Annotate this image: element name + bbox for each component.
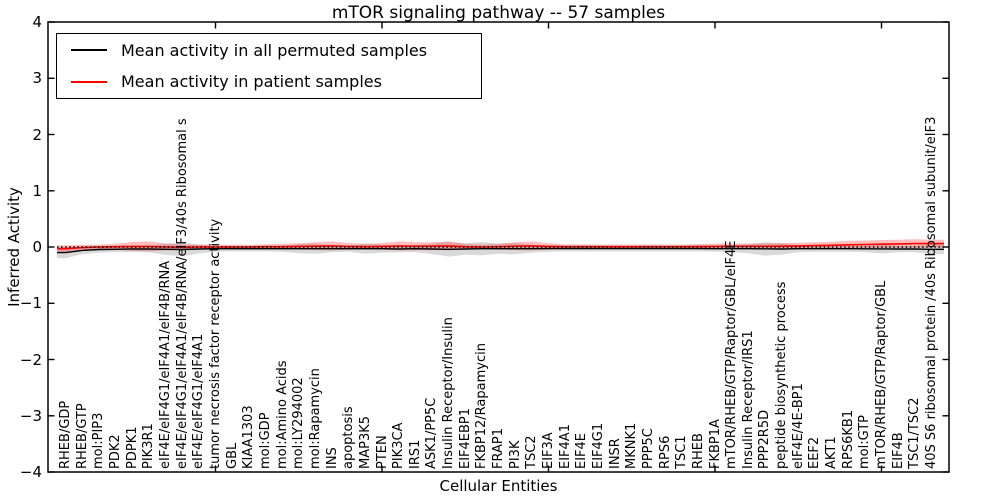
x-tick-label: EIF4E — [574, 432, 590, 469]
legend-item: Mean activity in patient samples — [57, 67, 481, 97]
patient-line-swatch — [71, 80, 107, 83]
x-tick-label: INSR — [607, 438, 623, 469]
patient-mean-line — [57, 242, 944, 250]
x-tick-label: EIF3A — [541, 432, 556, 469]
x-tick-label: TSC1 — [674, 435, 690, 469]
chart-title: mTOR signaling pathway -- 57 samples — [331, 3, 666, 23]
x-tick-label: EIF4B — [890, 432, 906, 469]
x-tick-label: TSC2 — [524, 435, 540, 469]
legend-label: Mean activity in all permuted samples — [121, 40, 428, 60]
x-tick-label: mTOR/RHEB/GTP/Raptor/GBL — [874, 280, 889, 469]
x-tick-label: tumor necrosis factor receptor activity — [208, 218, 223, 469]
x-tick-label: EEF2 — [807, 436, 823, 469]
x-tick-label: mol:Rapamycin — [307, 368, 323, 469]
x-tick-label: PI3K — [507, 440, 523, 469]
x-tick-label: mol:Amino Acids — [274, 360, 290, 469]
x-tick-label: FKBP1A — [707, 419, 723, 469]
x-tick-label: apoptosis — [341, 406, 357, 469]
x-tick-label: ASK1/PP5C — [424, 397, 440, 469]
y-tick-label: 3 — [32, 69, 42, 88]
x-tick-label: PIK3R1 — [141, 423, 157, 469]
x-tick-label: FRAP1 — [491, 428, 507, 469]
x-tick-label: INS — [324, 447, 340, 469]
y-tick-label: 2 — [32, 125, 42, 144]
x-tick-label: mol:GTP — [857, 415, 873, 469]
x-tick-label: EIF4EBP1 — [457, 407, 473, 469]
x-tick-label: peptide biosynthetic process — [774, 281, 790, 469]
y-tick-label: −2 — [19, 350, 42, 369]
x-tick-label: PPP5C — [640, 428, 656, 469]
x-tick-label: RHEB/GDP — [58, 400, 74, 469]
y-tick-label: 1 — [32, 181, 42, 200]
y-tick-label: −1 — [19, 294, 42, 313]
y-tick-label: 0 — [32, 238, 42, 256]
x-tick-label: eIF4E/eIF4G1/eIF4A1/eIF4B/RNA — [158, 260, 174, 469]
x-tick-label: PDK2 — [108, 434, 124, 469]
x-tick-label: AKT1 — [824, 436, 840, 469]
y-tick-label: 4 — [32, 13, 42, 31]
x-tick-label: eIF4E/eIF4G1/eIF4A1/eIF4B/RNA/eIF3/40s R… — [174, 118, 190, 469]
x-tick-label: eIF4E/4E-BP1 — [790, 383, 806, 469]
x-tick-label: 40S S6 ribosomal protein /40s Ribosomal … — [923, 116, 939, 469]
x-axis-title: Cellular Entities — [439, 477, 558, 495]
y-axis-title: Inferred Activity — [5, 187, 23, 307]
x-tick-label: PTEN — [374, 435, 390, 469]
x-tick-label: PPP2R5D — [757, 409, 773, 469]
legend-item: Mean activity in all permuted samples — [57, 35, 481, 65]
x-tick-label: mol:GDP — [257, 412, 273, 469]
x-tick-label: RHEB/GTP — [74, 403, 90, 469]
x-tick-label: RPS6KB1 — [840, 409, 856, 469]
x-tick-label: PIK3CA — [391, 422, 407, 469]
x-tick-label: GBL — [224, 442, 240, 469]
x-tick-label: mol:PIP3 — [91, 412, 107, 469]
x-tick-label: eIF4E/eIF4G1/eIF4A1 — [191, 333, 207, 469]
legend-label: Mean activity in patient samples — [121, 72, 382, 92]
x-tick-label: RHEB — [690, 433, 706, 469]
y-tick-label: −4 — [19, 463, 42, 481]
x-tick-label: TSC1/TSC2 — [907, 397, 923, 469]
y-tick-label: −3 — [19, 406, 42, 425]
x-tick-label: IRS1 — [407, 439, 423, 469]
x-tick-label: PDPK1 — [124, 426, 140, 470]
x-tick-label: mol:LY294002 — [291, 377, 307, 469]
x-tick-label: MAP3K5 — [357, 415, 373, 469]
x-tick-label: EIF4G1 — [590, 422, 606, 469]
permuted-line-swatch — [71, 49, 107, 52]
x-tick-label: RPS6 — [657, 435, 673, 469]
permuted-mean-line — [57, 247, 944, 254]
x-tick-label: FKBP12/Rapamycin — [474, 343, 490, 469]
x-tick-label: MKNK1 — [624, 422, 640, 469]
x-tick-label: Insulin Receptor/Insulin — [441, 317, 457, 469]
x-tick-label: KIAA1303 — [241, 405, 257, 469]
x-tick-label: Insulin Receptor/IRS1 — [740, 330, 756, 469]
x-tick-label: EIF4A1 — [557, 424, 573, 469]
x-tick-label: mTOR/RHEB/GTP/Raptor/GBL/eIF4E — [724, 240, 740, 470]
legend: Mean activity in all permuted samples Me… — [56, 33, 482, 99]
